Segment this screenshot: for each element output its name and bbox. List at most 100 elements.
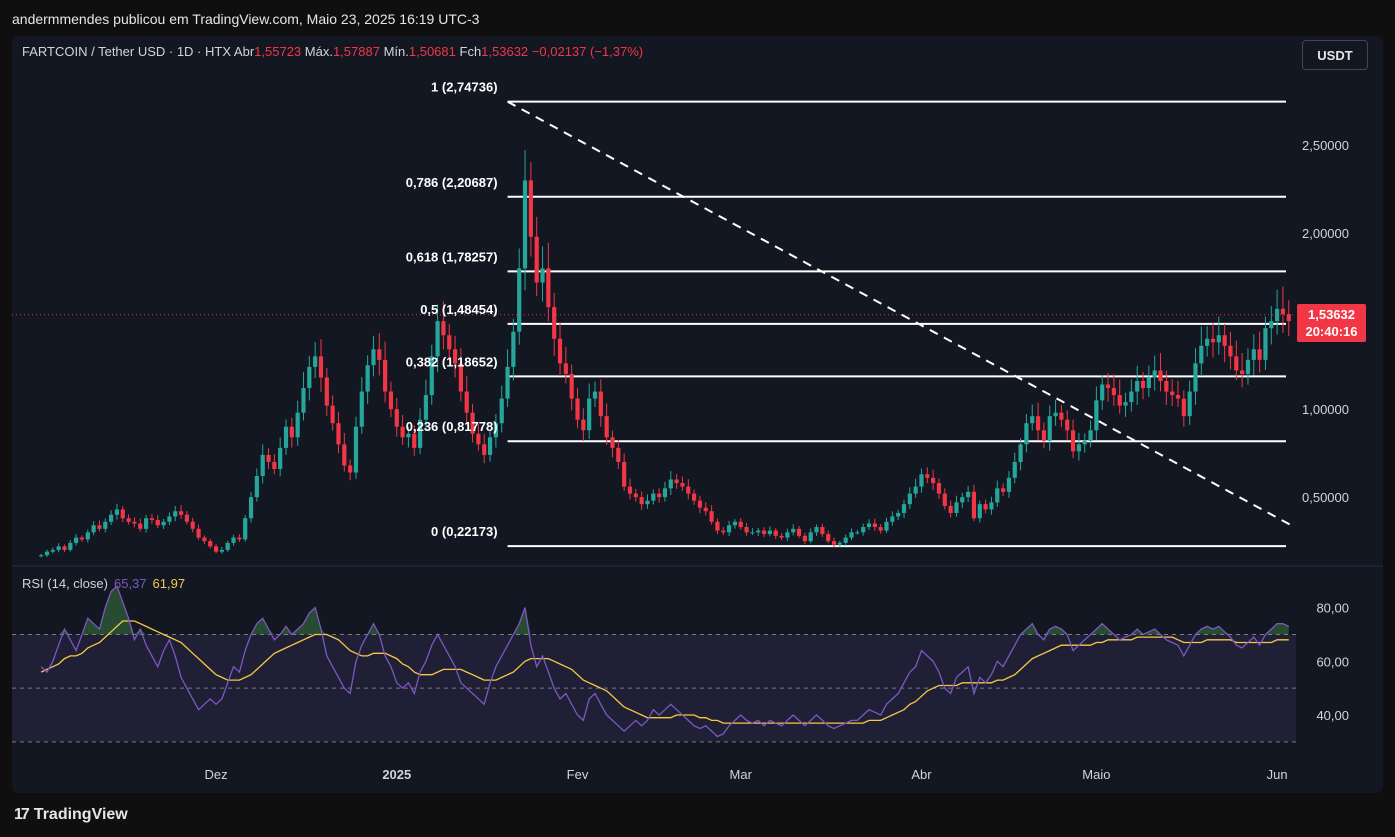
fib-level-label: 0 (0,22173) bbox=[431, 524, 498, 539]
candle-body bbox=[243, 518, 248, 540]
candle-body bbox=[1035, 416, 1041, 431]
candle-body bbox=[1024, 423, 1029, 445]
candle-body bbox=[1018, 444, 1023, 462]
candle-body bbox=[744, 527, 749, 533]
candle-body bbox=[616, 447, 621, 462]
candle-body bbox=[103, 521, 108, 529]
candle-body bbox=[85, 532, 90, 540]
candle-body bbox=[913, 486, 918, 494]
candle-body bbox=[831, 541, 837, 545]
symbol-name: FARTCOIN / Tether USD · 1D · HTX bbox=[22, 44, 232, 59]
candle-body bbox=[884, 521, 889, 531]
time-axis-label: Mar bbox=[730, 767, 753, 782]
candle-body bbox=[1001, 488, 1006, 492]
candle-body bbox=[231, 537, 236, 543]
candle-body bbox=[849, 532, 854, 538]
candle-body bbox=[738, 521, 743, 528]
rsi-overbought-fill bbox=[525, 607, 531, 635]
candle-body bbox=[1146, 377, 1151, 389]
tradingview-brand[interactable]: 17 TradingView bbox=[14, 806, 128, 824]
candle-body bbox=[1175, 395, 1181, 399]
rsi-overbought-fill bbox=[93, 623, 100, 635]
candle-body bbox=[155, 520, 160, 526]
time-axis-label: Maio bbox=[1082, 767, 1110, 782]
candle-body bbox=[1263, 328, 1268, 360]
chart-frame[interactable]: 1 (2,74736) 0,786 (2,20687) 0,618 (1,78257… bbox=[12, 36, 1383, 793]
rsi-overbought-fill bbox=[513, 623, 520, 635]
candle-body bbox=[1088, 430, 1093, 441]
candle-body bbox=[668, 479, 673, 489]
candle-body bbox=[1006, 477, 1012, 492]
rsi-overbought-fill bbox=[1271, 623, 1278, 635]
candle-body bbox=[1012, 461, 1017, 478]
candle-body bbox=[184, 514, 189, 522]
rsi-overbought-fill bbox=[1026, 623, 1033, 635]
candle-body bbox=[1059, 412, 1064, 420]
candle-body bbox=[680, 483, 685, 487]
chart-canvas[interactable]: 1 (2,74736) 0,786 (2,20687) 0,618 (1,78257… bbox=[12, 36, 1383, 793]
candle-body bbox=[1140, 380, 1146, 389]
candle-body bbox=[791, 528, 796, 533]
candle-body bbox=[499, 398, 504, 424]
candle-body bbox=[330, 405, 335, 424]
candle-body bbox=[313, 356, 318, 367]
candle-body bbox=[202, 537, 207, 542]
candle-body bbox=[1065, 419, 1070, 431]
candle-body bbox=[143, 518, 149, 529]
candle-body bbox=[1117, 395, 1122, 406]
candle-body bbox=[505, 366, 510, 399]
candle-body bbox=[936, 483, 942, 494]
candle-body bbox=[173, 511, 178, 517]
brand-name: TradingView bbox=[33, 806, 128, 823]
candle-body bbox=[808, 532, 813, 542]
close-value: 1,53632 bbox=[481, 44, 529, 59]
candle-body bbox=[1222, 335, 1227, 346]
candle-body bbox=[977, 504, 982, 519]
candle-body bbox=[1286, 314, 1291, 322]
candle-body bbox=[482, 444, 487, 455]
candle-body bbox=[278, 447, 283, 469]
candle-body bbox=[511, 331, 516, 367]
close-label: Fch bbox=[459, 44, 482, 59]
candle-body bbox=[779, 535, 784, 538]
candle-body bbox=[441, 321, 446, 336]
candle-body bbox=[1076, 444, 1081, 452]
candle-body bbox=[138, 523, 143, 529]
candle-body bbox=[726, 525, 732, 533]
candle-body bbox=[1181, 398, 1186, 417]
candle-body bbox=[295, 412, 300, 438]
candle-body bbox=[254, 476, 259, 498]
low-value: 1,50681 bbox=[408, 44, 456, 59]
high-label: Máx. bbox=[304, 44, 333, 59]
candle-body bbox=[1257, 349, 1262, 360]
rsi-overbought-fill bbox=[1102, 623, 1109, 635]
candle-body bbox=[260, 454, 265, 477]
candle-body bbox=[954, 502, 959, 513]
candle-body bbox=[272, 461, 277, 469]
candle-body bbox=[418, 419, 423, 448]
candle-body bbox=[1041, 430, 1047, 441]
candle-body bbox=[919, 474, 924, 487]
candle-body bbox=[458, 363, 464, 392]
candle-body bbox=[1082, 440, 1087, 445]
currency-button[interactable]: USDT bbox=[1302, 40, 1368, 70]
candle-body bbox=[1094, 400, 1099, 431]
candle-body bbox=[213, 546, 219, 552]
candle-body bbox=[1047, 416, 1052, 441]
candle-body bbox=[1129, 391, 1134, 403]
candle-body bbox=[56, 546, 61, 550]
candle-body bbox=[861, 527, 866, 533]
candle-body bbox=[1100, 384, 1105, 401]
candle-body bbox=[1135, 380, 1140, 392]
rsi-overbought-fill bbox=[1096, 623, 1103, 635]
candle-body bbox=[767, 530, 772, 535]
candle-body bbox=[837, 542, 842, 545]
candle-body bbox=[429, 356, 434, 396]
rsi-overbought-fill bbox=[303, 612, 310, 635]
price-axis-label: 2,00000 bbox=[1302, 226, 1349, 241]
price-axis-label: 2,50000 bbox=[1302, 138, 1349, 153]
candle-body bbox=[208, 541, 213, 547]
rsi-value: 65,37 bbox=[113, 576, 147, 591]
candle-body bbox=[592, 391, 598, 399]
candle-body bbox=[1030, 416, 1035, 424]
